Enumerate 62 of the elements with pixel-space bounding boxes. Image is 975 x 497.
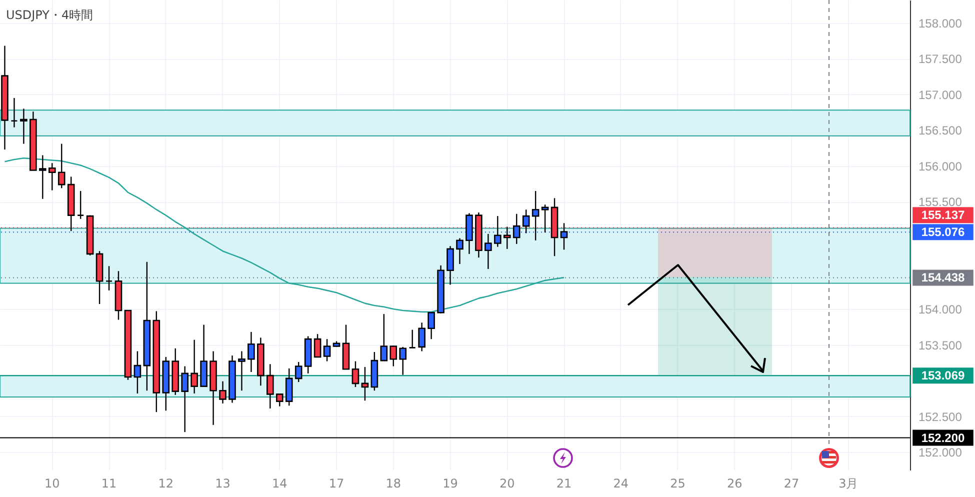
candlestick [248, 331, 255, 373]
x-tick-label: 24 [613, 476, 629, 490]
ref-line-label: 152.200 [921, 430, 966, 445]
candlestick [238, 350, 246, 392]
candlestick [10, 97, 18, 128]
candlestick [276, 394, 284, 407]
ref-line-label: 154.438 [921, 270, 966, 285]
candlestick [484, 233, 492, 270]
ref-line-label: 155.076 [921, 225, 966, 240]
x-tick-label: 26 [726, 476, 742, 490]
y-tick-label: 156.000 [918, 159, 962, 174]
candlestick [48, 162, 56, 191]
text: USDJPY・4時間 [6, 8, 94, 22]
y-tick-label: 157.000 [918, 88, 962, 102]
candlestick [39, 154, 46, 200]
candlestick [428, 312, 435, 340]
candlestick [352, 360, 360, 388]
candlestick [190, 339, 198, 394]
candlestick [314, 333, 322, 358]
y-tick-label: 157.500 [918, 52, 962, 66]
candlestick [380, 313, 388, 362]
candlestick [399, 346, 407, 376]
x-tick-label: 25 [670, 476, 686, 490]
y-tick-label: 156.500 [918, 124, 962, 138]
x-tick-label: 13 [215, 476, 230, 490]
x-tick-label: 18 [386, 476, 402, 490]
x-tick-label: 19 [442, 476, 458, 490]
candlestick [408, 329, 416, 348]
candlestick [323, 338, 331, 362]
y-tick-label: 152.000 [918, 446, 962, 460]
x-tick-label: 11 [101, 476, 117, 490]
candlestick [494, 215, 502, 248]
candlestick [181, 366, 188, 433]
candlestick [76, 190, 84, 220]
y-tick-label: 158.000 [918, 16, 962, 30]
candlestick [20, 108, 28, 144]
x-tick-label: 10 [44, 476, 60, 490]
candlestick [390, 344, 398, 367]
candlestick [285, 368, 293, 406]
candlestick [361, 366, 369, 402]
candlestick [219, 380, 226, 404]
candlestick [105, 266, 113, 292]
y-tick-label: 152.500 [918, 410, 962, 424]
ref-line-label: 153.069 [921, 368, 966, 383]
ref-line-label: 155.137 [921, 208, 966, 222]
x-tick-label: 21 [556, 476, 572, 490]
candlestick [266, 364, 274, 410]
candlestick [134, 350, 142, 394]
candlestick [418, 322, 426, 352]
candlestick [456, 238, 464, 265]
x-tick-label: 27 [784, 476, 800, 490]
y-tick-label: 154.000 [918, 302, 962, 317]
y-tick-label: 155.500 [918, 195, 962, 210]
x-tick-label: 17 [328, 476, 344, 490]
candlestick [58, 143, 66, 189]
candlestick [294, 361, 302, 383]
x-tick-label: 3月 [838, 476, 858, 490]
x-tick-label: 12 [158, 476, 174, 490]
y-tick-label: 153.500 [918, 338, 962, 352]
candlestick [446, 245, 454, 286]
x-tick-label: 14 [272, 476, 288, 490]
x-tick-label: 20 [499, 476, 515, 490]
